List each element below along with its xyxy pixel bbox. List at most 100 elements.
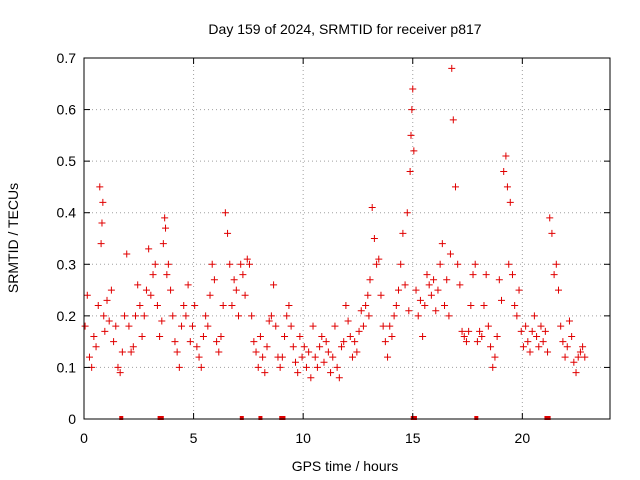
data-point (261, 369, 269, 377)
x-tick-label: 15 (405, 430, 421, 446)
data-point (397, 260, 405, 268)
data-point (432, 307, 440, 315)
data-point (502, 152, 510, 160)
data-point (98, 219, 106, 227)
data-point (576, 348, 584, 356)
data-point (123, 250, 131, 258)
data-point (285, 302, 293, 310)
data-point (318, 332, 326, 340)
x-axis-label: GPS time / hours (292, 458, 399, 474)
data-point (406, 167, 414, 175)
data-point (506, 198, 514, 206)
data-point (427, 291, 435, 299)
data-point (302, 363, 310, 371)
data-point (390, 312, 398, 320)
data-point (110, 338, 118, 346)
data-point (384, 353, 392, 361)
data-point (484, 322, 492, 330)
data-point (243, 255, 251, 263)
plot-frame (83, 57, 611, 420)
data-point (565, 317, 573, 325)
y-tick-label: 0.2 (57, 308, 77, 324)
data-point (199, 332, 207, 340)
data-point (469, 271, 477, 279)
data-point (101, 327, 109, 335)
data-point (508, 271, 516, 279)
data-point (147, 291, 155, 299)
x-tick-label: 10 (295, 430, 311, 446)
data-point (96, 183, 104, 191)
data-point (544, 348, 552, 356)
data-point (283, 312, 291, 320)
data-point (204, 322, 212, 330)
data-point (237, 260, 245, 268)
data-point (289, 343, 297, 351)
data-point (557, 322, 565, 330)
data-point (414, 312, 422, 320)
data-point (178, 322, 186, 330)
data-point (419, 332, 427, 340)
data-point (408, 106, 416, 114)
data-point (316, 343, 324, 351)
data-point (252, 348, 260, 356)
data-point (351, 338, 359, 346)
data-point (235, 312, 243, 320)
data-point (381, 338, 389, 346)
data-point (333, 363, 341, 371)
data-point (480, 302, 488, 310)
baseline-point (157, 416, 162, 420)
data-point (182, 312, 190, 320)
data-point (173, 348, 181, 356)
data-point (188, 322, 196, 330)
data-point (572, 369, 580, 377)
data-point (256, 332, 264, 340)
data-point (401, 281, 409, 289)
data-point (430, 276, 438, 284)
data-point (456, 281, 464, 289)
data-point (346, 332, 354, 340)
data-point (250, 338, 258, 346)
data-point (291, 358, 299, 366)
data-point (482, 271, 490, 279)
grid-lines (84, 58, 610, 419)
data-point (151, 260, 159, 268)
data-point (362, 302, 370, 310)
data-point (162, 224, 170, 232)
data-point (511, 302, 519, 310)
data-point (364, 291, 372, 299)
data-point (522, 322, 530, 330)
data-point (546, 214, 554, 222)
data-point (407, 131, 415, 139)
data-point (462, 338, 470, 346)
data-point (395, 286, 403, 294)
y-tick-label: 0.4 (57, 205, 77, 221)
x-tick-label: 0 (80, 430, 88, 446)
data-point (324, 348, 332, 356)
data-point (213, 338, 221, 346)
data-point (239, 271, 247, 279)
data-point (281, 332, 289, 340)
data-point (142, 286, 150, 294)
data-point (329, 353, 337, 361)
data-point (465, 327, 473, 335)
data-point (445, 312, 453, 320)
data-point (159, 240, 167, 248)
data-point (241, 291, 249, 299)
data-point (370, 235, 378, 242)
data-point (105, 317, 113, 325)
data-point (298, 353, 306, 361)
baseline-point (474, 416, 479, 420)
data-point (127, 348, 135, 356)
data-point (386, 322, 394, 330)
data-point (276, 363, 284, 371)
data-point (498, 296, 506, 304)
data-point (460, 332, 468, 340)
data-point (156, 332, 164, 340)
data-point (85, 353, 93, 361)
data-points (81, 64, 589, 382)
data-point (136, 302, 144, 310)
data-point (228, 302, 236, 310)
data-point (263, 343, 271, 351)
data-point (296, 332, 304, 340)
